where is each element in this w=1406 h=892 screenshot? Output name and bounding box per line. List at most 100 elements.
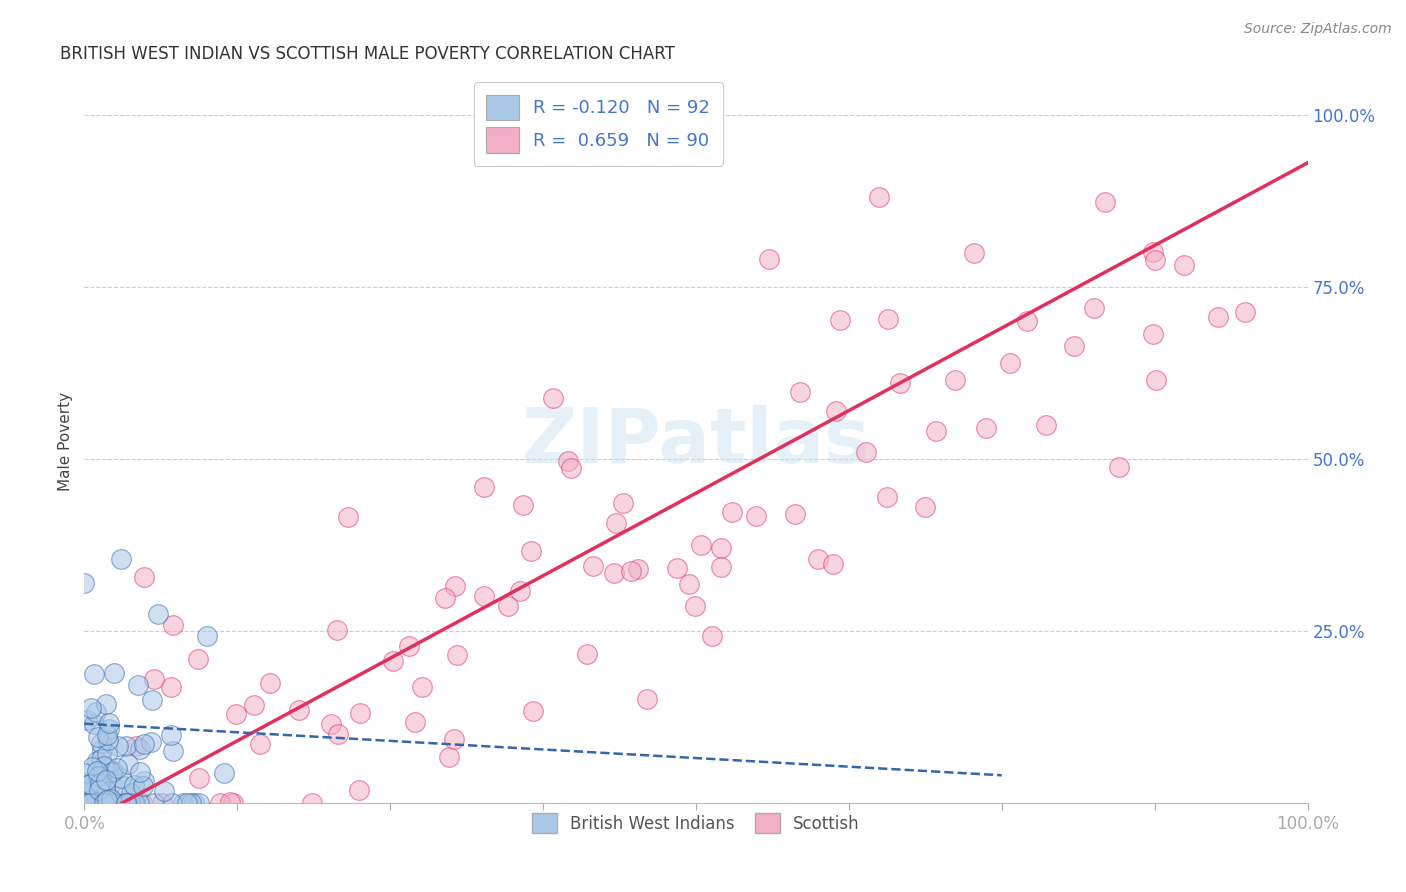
- Point: [1015, 314, 1038, 328]
- Point: [301, 796, 323, 810]
- Point: [98, 796, 121, 810]
- Point: [91, 743, 114, 757]
- Point: [96, 747, 118, 762]
- Point: [222, 796, 245, 810]
- Point: [998, 355, 1021, 369]
- Point: [943, 373, 966, 387]
- Point: [77, 778, 100, 792]
- Point: [107, 739, 129, 754]
- Text: Source: ZipAtlas.com: Source: ZipAtlas.com: [1244, 22, 1392, 37]
- Point: [710, 541, 733, 556]
- Point: [150, 796, 173, 810]
- Point: [96, 793, 118, 807]
- Point: [97, 715, 120, 730]
- Point: [118, 796, 141, 810]
- Point: [146, 607, 169, 621]
- Point: [87, 782, 110, 797]
- Point: [79, 777, 101, 791]
- Point: [76, 713, 98, 727]
- Point: [398, 639, 420, 653]
- Point: [100, 792, 122, 806]
- Point: [259, 676, 281, 690]
- Point: [84, 795, 107, 809]
- Point: [690, 538, 713, 552]
- Point: [382, 655, 405, 669]
- Point: [87, 730, 110, 744]
- Point: [84, 706, 107, 720]
- Point: [93, 759, 115, 773]
- Point: [444, 579, 467, 593]
- Point: [180, 796, 202, 810]
- Point: [132, 737, 155, 751]
- Point: [195, 629, 218, 643]
- Point: [90, 779, 112, 793]
- Point: [82, 791, 104, 805]
- Point: [98, 796, 121, 810]
- Point: [1142, 244, 1164, 259]
- Point: [347, 783, 370, 797]
- Point: [828, 313, 851, 327]
- Point: [132, 774, 155, 789]
- Point: [560, 460, 582, 475]
- Point: [159, 680, 181, 694]
- Point: [825, 403, 848, 417]
- Point: [349, 706, 371, 720]
- Point: [522, 704, 544, 718]
- Point: [103, 665, 125, 680]
- Point: [605, 516, 627, 530]
- Point: [208, 796, 231, 810]
- Point: [120, 786, 142, 800]
- Point: [806, 551, 828, 566]
- Point: [745, 508, 768, 523]
- Point: [96, 763, 118, 777]
- Text: BRITISH WEST INDIAN VS SCOTTISH MALE POVERTY CORRELATION CHART: BRITISH WEST INDIAN VS SCOTTISH MALE POV…: [60, 45, 675, 63]
- Point: [96, 697, 118, 711]
- Point: [132, 779, 155, 793]
- Point: [214, 766, 236, 780]
- Point: [121, 789, 143, 803]
- Point: [869, 190, 891, 204]
- Point: [575, 647, 598, 661]
- Point: [94, 796, 117, 810]
- Point: [122, 778, 145, 792]
- Point: [79, 776, 101, 790]
- Point: [75, 796, 97, 810]
- Point: [100, 764, 122, 779]
- Point: [80, 760, 103, 774]
- Point: [89, 769, 111, 783]
- Point: [89, 776, 111, 790]
- Point: [512, 498, 534, 512]
- Point: [87, 774, 110, 789]
- Point: [914, 500, 936, 515]
- Point: [541, 391, 564, 405]
- Point: [620, 564, 643, 578]
- Point: [162, 617, 184, 632]
- Point: [974, 421, 997, 435]
- Point: [96, 772, 118, 787]
- Point: [855, 445, 877, 459]
- Point: [700, 629, 723, 643]
- Point: [411, 680, 433, 694]
- Point: [963, 245, 986, 260]
- Point: [73, 575, 96, 590]
- Point: [127, 678, 149, 692]
- Point: [685, 599, 707, 613]
- Point: [76, 796, 98, 810]
- Point: [83, 667, 105, 681]
- Point: [225, 706, 247, 721]
- Point: [1083, 301, 1105, 316]
- Point: [243, 698, 266, 713]
- Point: [90, 735, 112, 749]
- Point: [404, 714, 426, 729]
- Point: [114, 796, 136, 810]
- Point: [75, 787, 97, 801]
- Point: [603, 566, 626, 580]
- Y-axis label: Male Poverty: Male Poverty: [58, 392, 73, 491]
- Point: [125, 739, 148, 753]
- Point: [249, 737, 271, 751]
- Point: [100, 776, 122, 790]
- Point: [93, 780, 115, 795]
- Point: [142, 796, 165, 810]
- Point: [176, 796, 198, 810]
- Point: [925, 425, 948, 439]
